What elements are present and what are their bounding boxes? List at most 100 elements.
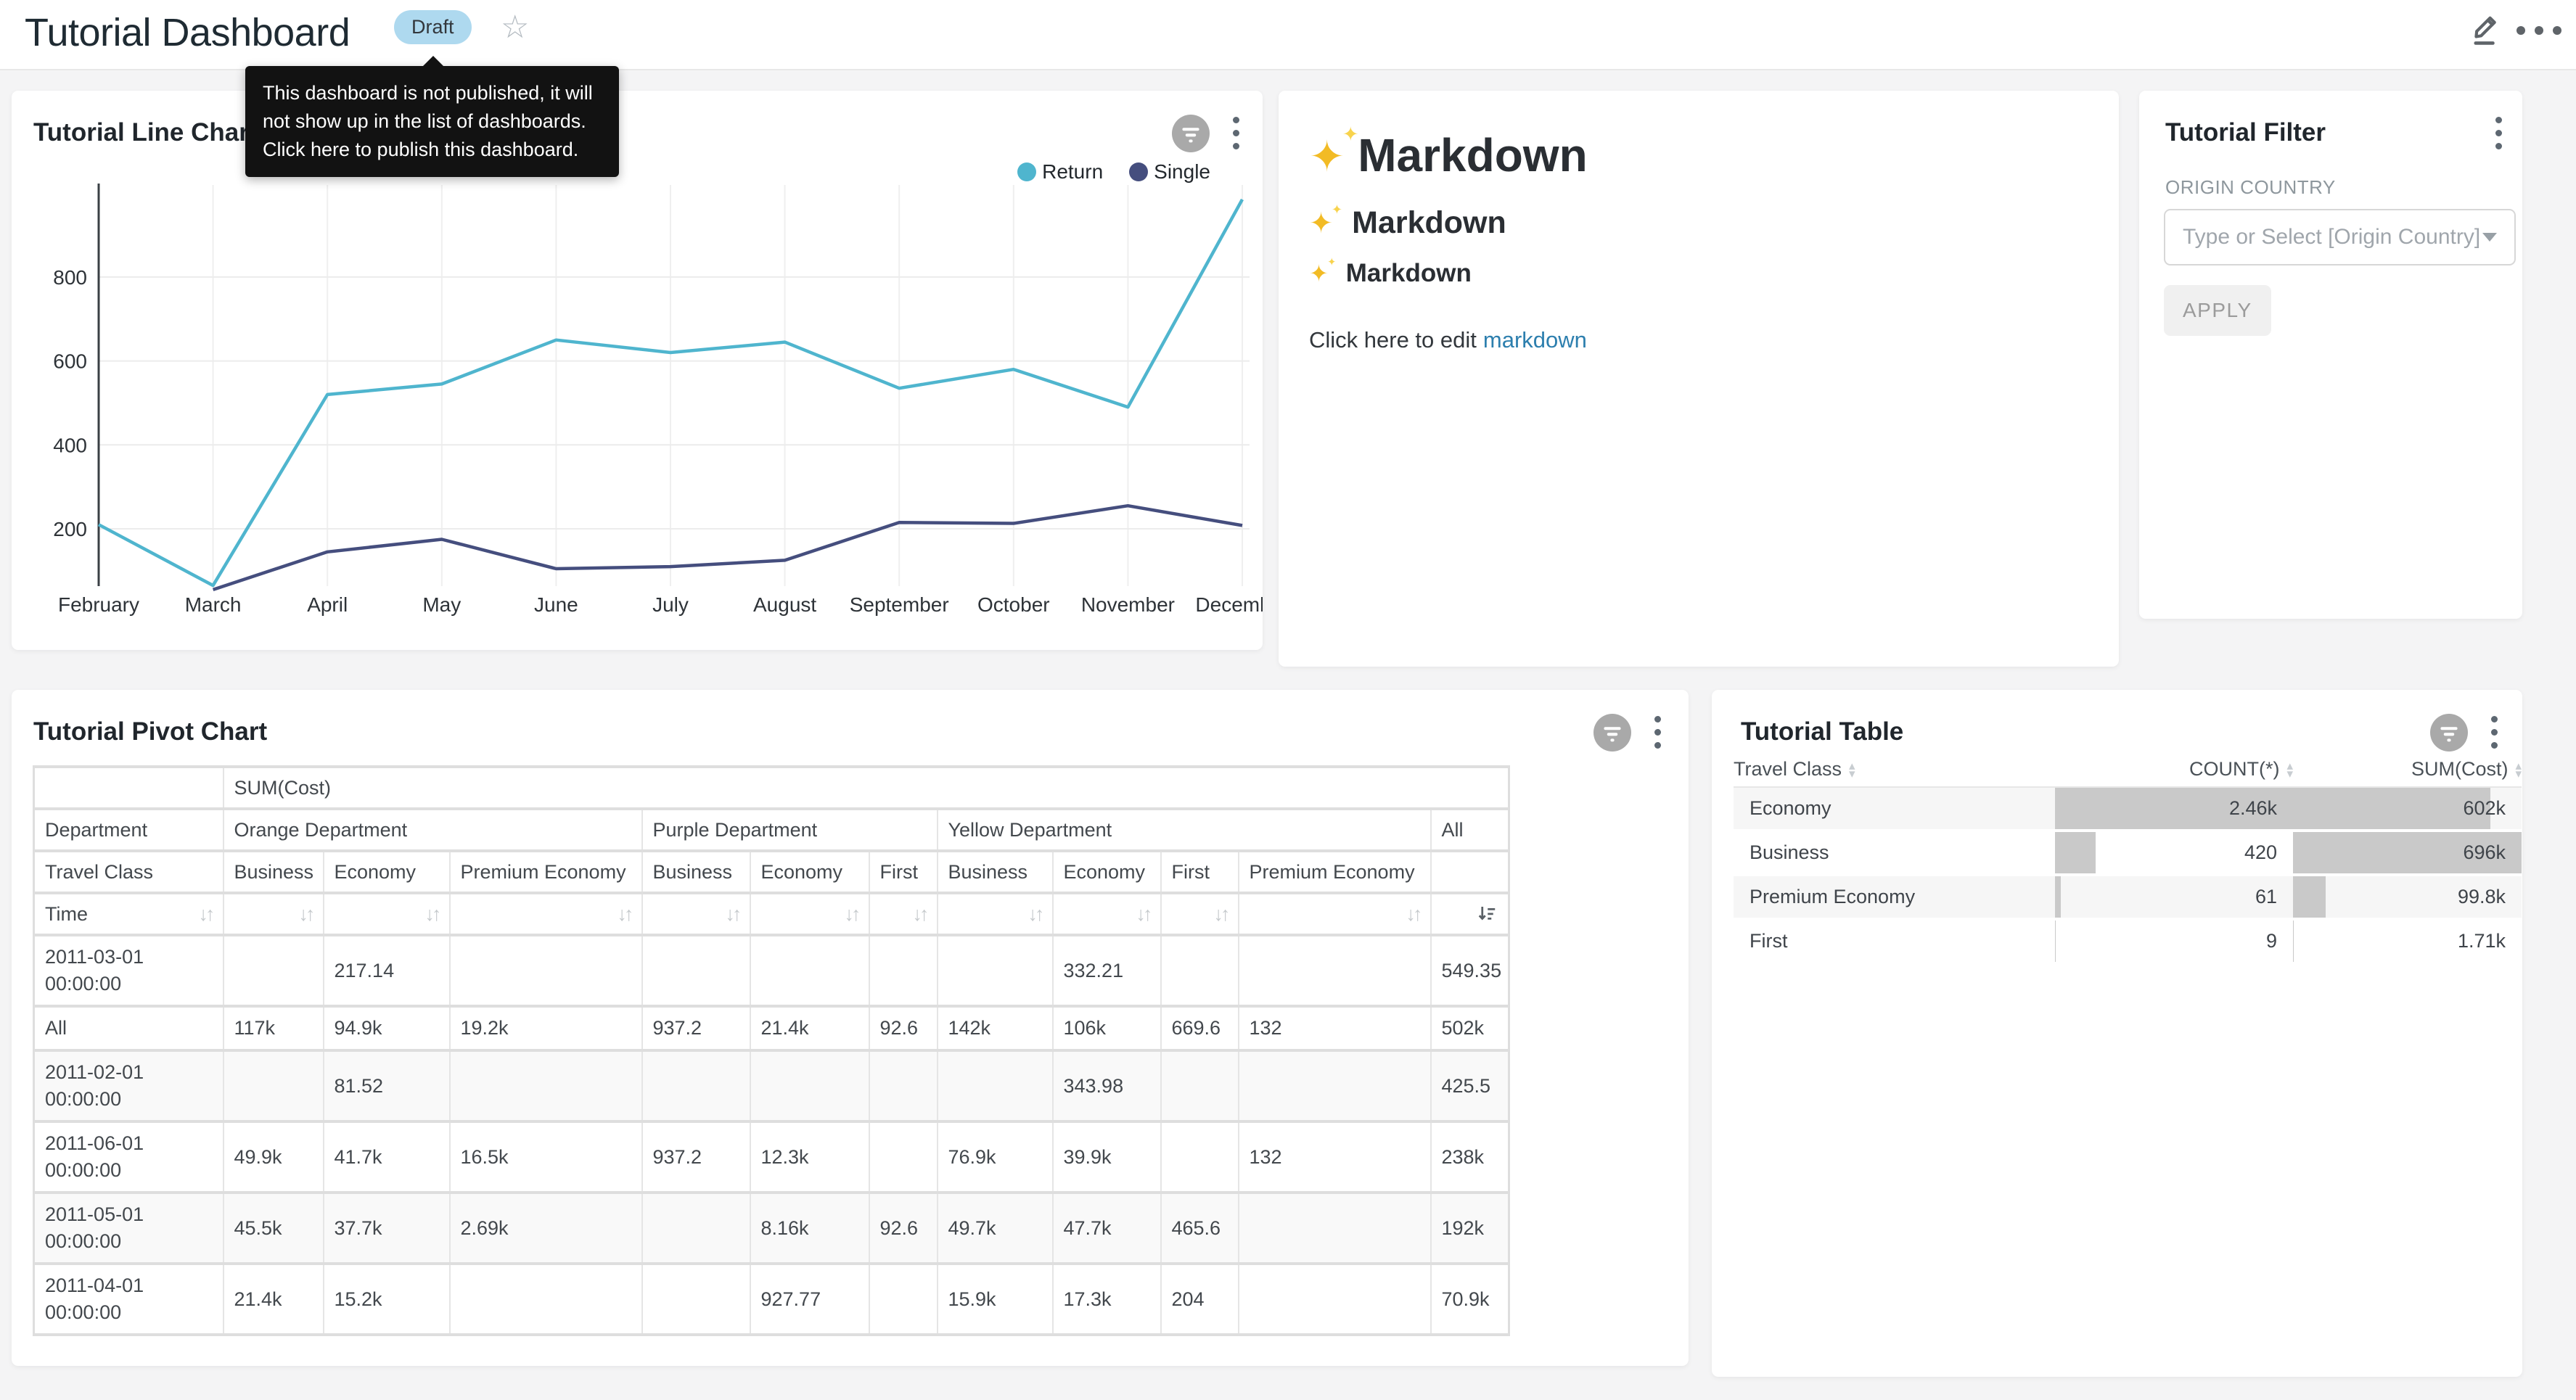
- sort-icon[interactable]: ↓↑: [726, 903, 739, 926]
- table-header-row: Travel Class ▴▾ COUNT(*) ▴▾ SUM(Cost) ▴▾: [1734, 752, 2522, 787]
- value-text: 9: [2055, 921, 2293, 962]
- pivot-cell: 343.98: [1053, 1050, 1161, 1121]
- series-line-single: [213, 506, 1242, 590]
- pivot-row: 2011-02-01 00:00:0081.52343.98425.5: [34, 1050, 1509, 1121]
- pivot-row-label: 2011-06-01 00:00:00: [34, 1121, 223, 1193]
- pivot-row-label: All: [34, 1006, 223, 1050]
- sum-cell: 99.8k: [2293, 875, 2522, 919]
- sort-icon[interactable]: ↓↑: [913, 903, 927, 926]
- pivot-cell: 502k: [1431, 1006, 1509, 1050]
- count-cell: 9: [2055, 919, 2293, 963]
- column-header-travel-class[interactable]: Travel Class ▴▾: [1734, 752, 2055, 787]
- pivot-cell: [642, 1193, 750, 1264]
- table-row: Business420696k: [1734, 831, 2522, 875]
- status-badge[interactable]: Draft: [394, 10, 472, 44]
- value-text: 2.46k: [2055, 788, 2293, 829]
- sparkles-icon: ✦✦: [1309, 205, 1342, 241]
- kebab-menu-icon[interactable]: [2488, 713, 2501, 752]
- pivot-col-dimension: Department: [34, 809, 223, 851]
- travel-class-cell: Economy: [1734, 787, 2055, 831]
- x-axis-label: June: [534, 593, 578, 616]
- sort-icon[interactable]: ↓↑: [1214, 903, 1228, 926]
- kebab-menu-icon[interactable]: [2493, 114, 2505, 152]
- x-axis-label: May: [422, 593, 461, 616]
- pivot-cell: [450, 935, 642, 1006]
- pivot-cell: [223, 935, 324, 1006]
- sort-icon[interactable]: ↓↑: [618, 903, 631, 926]
- chart-legend: Return Single: [1017, 160, 1210, 184]
- pivot-cell: 937.2: [642, 1121, 750, 1193]
- pivot-cell: 117k: [223, 1006, 324, 1050]
- sort-icon[interactable]: ↓↑: [425, 903, 439, 926]
- pivot-cell: 142k: [938, 1006, 1053, 1050]
- pivot-group: Yellow Department: [938, 809, 1431, 851]
- table-row: First91.71k: [1734, 919, 2522, 963]
- origin-country-select[interactable]: Type or Select [Origin Country]: [2164, 209, 2516, 265]
- favorite-star-icon[interactable]: ☆: [501, 9, 529, 46]
- chevron-down-icon: [2482, 233, 2497, 242]
- data-table: Travel Class ▴▾ COUNT(*) ▴▾ SUM(Cost) ▴▾: [1734, 752, 2522, 965]
- pivot-cell: [938, 1050, 1053, 1121]
- sum-cell: 696k: [2293, 831, 2522, 875]
- sort-icon[interactable]: ▴▾: [2515, 762, 2522, 778]
- pivot-cell: [642, 1264, 750, 1335]
- sparkles-icon: ✦✦: [1309, 259, 1336, 288]
- filter-indicator-icon[interactable]: [1593, 714, 1631, 752]
- sort-icon[interactable]: ↓↑: [845, 903, 858, 926]
- chart-title: Tutorial Pivot Chart: [33, 717, 267, 746]
- more-menu-icon[interactable]: [2516, 26, 2561, 35]
- legend-item-return[interactable]: Return: [1017, 160, 1103, 184]
- pivot-cell: [869, 1121, 938, 1193]
- pivot-cell: [938, 935, 1053, 1006]
- pivot-cell: [450, 1050, 642, 1121]
- markdown-h3: Markdown: [1346, 259, 1472, 287]
- filter-indicator-icon[interactable]: [2430, 714, 2468, 752]
- sparkles-icon: ✦✦: [1309, 128, 1358, 182]
- pivot-cell: 132: [1239, 1006, 1431, 1050]
- publish-tooltip: This dashboard is not published, it will…: [245, 66, 619, 177]
- dashboard-header: Tutorial Dashboard Draft ☆: [0, 0, 2576, 70]
- x-axis-label: October: [977, 593, 1050, 616]
- sort-icon[interactable]: ↓↑: [1136, 903, 1150, 926]
- pivot-cell: [1239, 1264, 1431, 1335]
- legend-dot-single: [1129, 162, 1148, 181]
- x-axis-label: February: [58, 593, 139, 616]
- pivot-row-label: 2011-04-01 00:00:00: [34, 1264, 223, 1335]
- value-text: 1.71k: [2293, 921, 2522, 962]
- edit-pencil-icon[interactable]: [2464, 7, 2503, 46]
- column-header-sum[interactable]: SUM(Cost) ▴▾: [2293, 752, 2522, 787]
- sort-icon[interactable]: ▴▾: [1849, 762, 1855, 778]
- pivot-cell: 204: [1161, 1264, 1239, 1335]
- sort-desc-active-icon[interactable]: [1476, 903, 1498, 925]
- x-axis-label: August: [753, 593, 816, 616]
- pivot-cell: 81.52: [324, 1050, 450, 1121]
- pivot-row-label: 2011-02-01 00:00:00: [34, 1050, 223, 1121]
- legend-item-single[interactable]: Single: [1129, 160, 1210, 184]
- sort-icon[interactable]: ↓↑: [1028, 903, 1042, 926]
- pivot-cell: 669.6: [1161, 1006, 1239, 1050]
- value-text: 420: [2055, 832, 2293, 873]
- pivot-cell: 41.7k: [324, 1121, 450, 1193]
- pivot-cell: 92.6: [869, 1193, 938, 1264]
- pivot-row: All117k94.9k19.2k937.221.4k92.6142k106k6…: [34, 1006, 1509, 1050]
- apply-button[interactable]: APPLY: [2164, 285, 2271, 336]
- pivot-group: All: [1431, 809, 1509, 851]
- travel-class-cell: First: [1734, 919, 2055, 963]
- sort-icon[interactable]: ↓↑: [199, 903, 213, 926]
- sum-cell: 602k: [2293, 787, 2522, 831]
- sort-icon[interactable]: ▴▾: [2286, 762, 2293, 778]
- sort-icon[interactable]: ↓↑: [299, 903, 313, 926]
- column-header-count[interactable]: COUNT(*) ▴▾: [2055, 752, 2293, 787]
- legend-dot-return: [1017, 162, 1036, 181]
- pivot-measure-row: SUM(Cost): [34, 767, 1509, 809]
- value-text: 602k: [2293, 788, 2522, 829]
- pivot-row-label: 2011-03-01 00:00:00: [34, 935, 223, 1006]
- travel-class-cell: Premium Economy: [1734, 875, 2055, 919]
- sort-icon[interactable]: ↓↑: [1406, 903, 1420, 926]
- edit-markdown-link[interactable]: markdown: [1483, 327, 1587, 353]
- x-axis-label: December: [1195, 593, 1263, 616]
- kebab-menu-icon[interactable]: [1652, 713, 1664, 752]
- pivot-cell: 132: [1239, 1121, 1431, 1193]
- pivot-cell: [869, 1264, 938, 1335]
- pivot-group: Purple Department: [642, 809, 938, 851]
